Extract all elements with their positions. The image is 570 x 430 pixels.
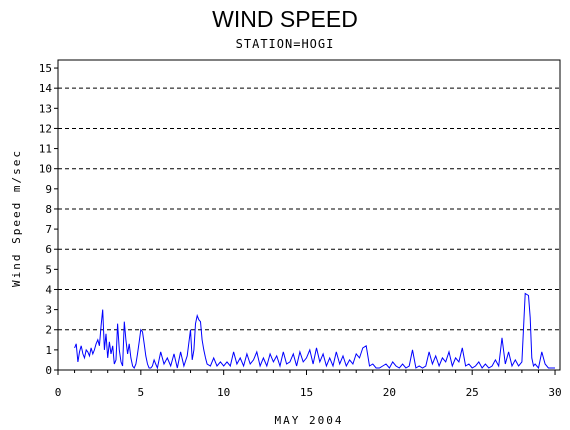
x-tick-label-25: 25 — [466, 386, 479, 399]
y-tick-label-11: 11 — [39, 143, 52, 156]
y-tick-label-3: 3 — [45, 304, 52, 317]
chart-title: WIND SPEED — [212, 6, 358, 32]
x-axis: 0 5 10 15 20 25 30 — [55, 370, 562, 399]
y-tick-label-2: 2 — [45, 324, 52, 337]
y-tick-label-15: 15 — [39, 62, 52, 75]
y-tick-label-5: 5 — [45, 263, 52, 276]
x-tick-label-15: 15 — [300, 386, 313, 399]
y-tick-label-0: 0 — [45, 364, 52, 377]
y-tick-label-7: 7 — [45, 223, 52, 236]
chart-subtitle: STATION=HOGI — [235, 37, 335, 51]
y-tick-label-1: 1 — [45, 344, 52, 357]
y-tick-label-9: 9 — [45, 183, 52, 196]
y-tick-label-6: 6 — [45, 243, 52, 256]
y-tick-label-12: 12 — [39, 122, 52, 135]
x-tick-label-5: 5 — [138, 386, 145, 399]
x-tick-label-30: 30 — [548, 386, 561, 399]
y-tick-label-10: 10 — [39, 163, 52, 176]
gridlines — [58, 87, 560, 331]
plot-frame — [57, 59, 561, 371]
x-tick-label-10: 10 — [217, 386, 230, 399]
x-tick-label-0: 0 — [55, 386, 62, 399]
x-tick-label-20: 20 — [383, 386, 396, 399]
y-tick-label-8: 8 — [45, 203, 52, 216]
x-axis-label: MAY 2004 — [275, 414, 344, 427]
y-tick-label-14: 14 — [39, 82, 53, 95]
y-tick-label-4: 4 — [45, 283, 52, 296]
y-axis-label: Wind Speed m/sec — [10, 149, 23, 287]
y-tick-label-13: 13 — [39, 102, 52, 115]
series-line — [74, 292, 555, 370]
